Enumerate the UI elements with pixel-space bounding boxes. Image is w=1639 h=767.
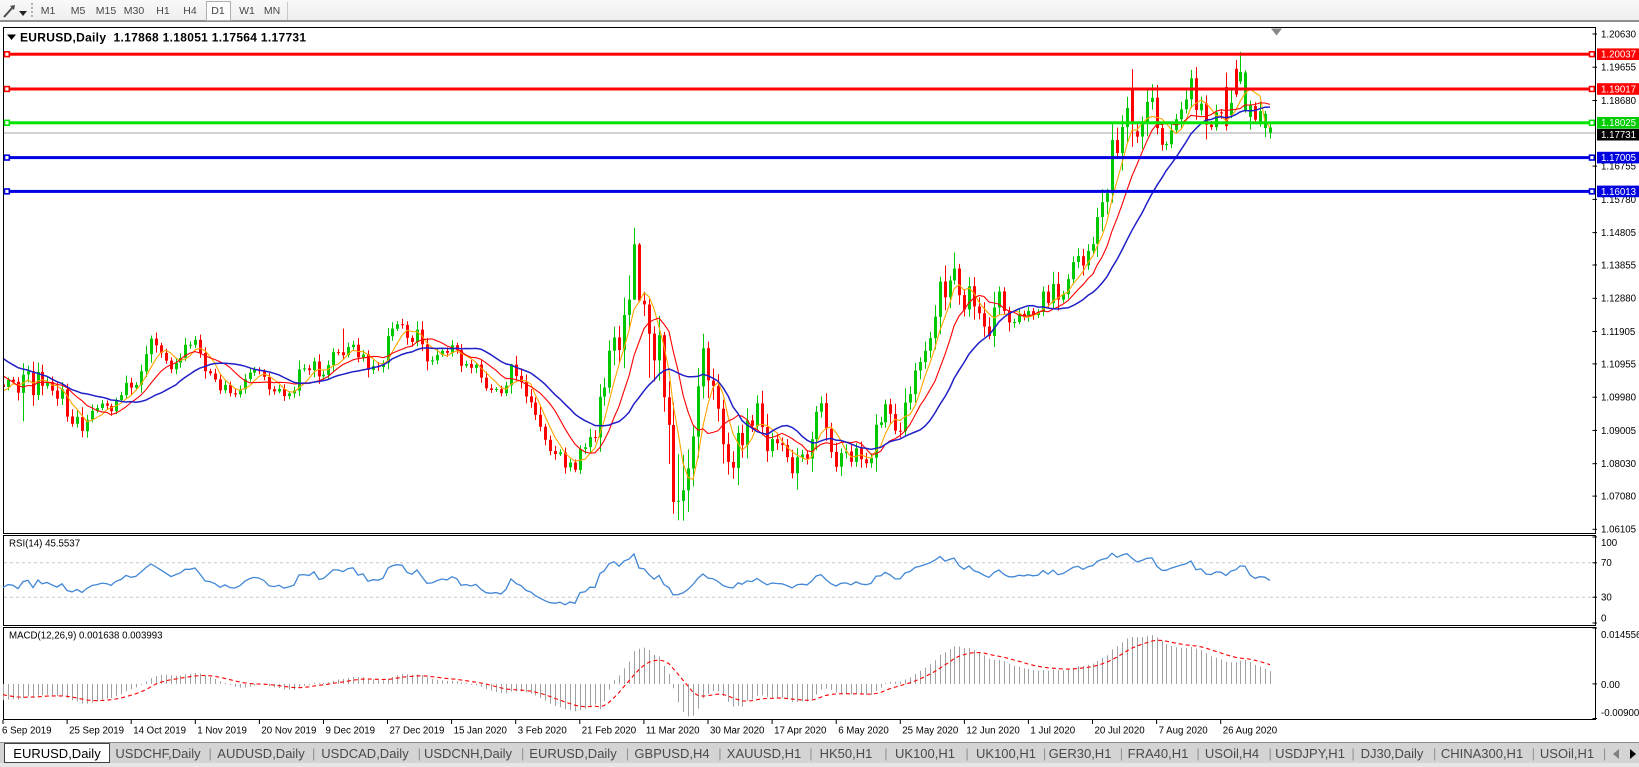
svg-text:1.19017: 1.19017	[1601, 84, 1636, 95]
svg-text:12 Jun 2020: 12 Jun 2020	[966, 726, 1020, 737]
svg-text:26 Aug 2020: 26 Aug 2020	[1223, 726, 1278, 737]
svg-text:70: 70	[1601, 558, 1612, 569]
svg-text:3 Feb 2020: 3 Feb 2020	[518, 726, 568, 737]
svg-text:1.16013: 1.16013	[1601, 187, 1636, 198]
svg-text:20 Jul 2020: 20 Jul 2020	[1095, 726, 1146, 737]
svg-text:1 Jul 2020: 1 Jul 2020	[1030, 726, 1075, 737]
svg-text:6 May 2020: 6 May 2020	[838, 726, 889, 737]
svg-text:1.06105: 1.06105	[1601, 525, 1636, 536]
svg-text:15 Jan 2020: 15 Jan 2020	[454, 726, 508, 737]
svg-text:20 Nov 2019: 20 Nov 2019	[261, 726, 316, 737]
svg-text:9 Dec 2019: 9 Dec 2019	[326, 726, 376, 737]
svg-text:1.14805: 1.14805	[1601, 228, 1636, 239]
svg-text:MACD(12,26,9) 0.001638 0.00399: MACD(12,26,9) 0.001638 0.003993	[9, 631, 163, 642]
svg-text:1.07080: 1.07080	[1601, 492, 1637, 503]
svg-text:1.18025: 1.18025	[1601, 118, 1636, 129]
svg-text:1.19655: 1.19655	[1601, 63, 1636, 74]
svg-text:RSI(14) 45.5537: RSI(14) 45.5537	[9, 539, 80, 550]
svg-text:1.16755: 1.16755	[1601, 162, 1636, 173]
svg-text:1.09980: 1.09980	[1601, 393, 1637, 404]
svg-text:1.17731: 1.17731	[1601, 130, 1636, 141]
svg-text:6 Sep 2019: 6 Sep 2019	[2, 726, 52, 737]
svg-text:25 Sep 2019: 25 Sep 2019	[69, 726, 124, 737]
svg-text:14 Oct 2019: 14 Oct 2019	[133, 726, 186, 737]
svg-text:1.18680: 1.18680	[1601, 96, 1637, 107]
svg-text:21 Feb 2020: 21 Feb 2020	[582, 726, 637, 737]
svg-text:1 Nov 2019: 1 Nov 2019	[197, 726, 247, 737]
svg-text:1.09005: 1.09005	[1601, 426, 1636, 437]
svg-text:11 Mar 2020: 11 Mar 2020	[646, 726, 700, 737]
svg-text:EURUSD,Daily 1.17868 1.18051: EURUSD,Daily 1.17868 1.18051 1.17564 1.1…	[20, 31, 306, 45]
svg-text:100: 100	[1601, 538, 1618, 549]
svg-text:1.15780: 1.15780	[1601, 195, 1637, 206]
svg-text:30 Mar 2020: 30 Mar 2020	[710, 726, 765, 737]
svg-text:0.00: 0.00	[1601, 680, 1620, 691]
svg-text:1.08030: 1.08030	[1601, 459, 1637, 470]
svg-text:1.11905: 1.11905	[1601, 327, 1635, 338]
svg-text:7 Aug 2020: 7 Aug 2020	[1159, 726, 1209, 737]
svg-text:25 May 2020: 25 May 2020	[902, 726, 959, 737]
svg-text:-0.009001: -0.009001	[1601, 708, 1639, 719]
svg-text:17 Apr 2020: 17 Apr 2020	[774, 726, 827, 737]
svg-text:1.20630: 1.20630	[1601, 29, 1637, 40]
svg-text:27 Dec 2019: 27 Dec 2019	[390, 726, 445, 737]
svg-text:1.17005: 1.17005	[1601, 153, 1636, 164]
svg-text:1.12880: 1.12880	[1601, 294, 1637, 305]
svg-text:0.014556: 0.014556	[1601, 630, 1639, 641]
svg-text:30: 30	[1601, 593, 1612, 604]
svg-text:1.13855: 1.13855	[1601, 260, 1636, 271]
svg-text:1.20037: 1.20037	[1601, 50, 1636, 61]
svg-text:0: 0	[1601, 613, 1607, 624]
svg-text:1.10955: 1.10955	[1601, 359, 1636, 370]
